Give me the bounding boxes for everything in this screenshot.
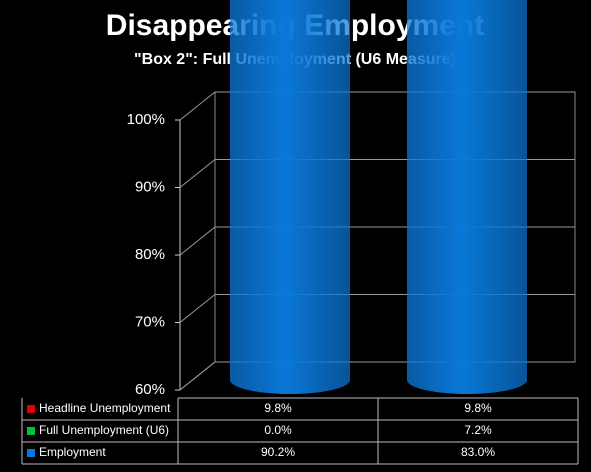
table-value: 0.0% <box>264 423 292 437</box>
bar <box>407 0 527 394</box>
table-value: 9.8% <box>264 401 292 415</box>
y-tick-label: 100% <box>127 111 165 128</box>
table-value: 7.2% <box>464 423 492 437</box>
table-value: 90.2% <box>261 445 295 459</box>
legend-marker <box>27 449 35 457</box>
bar <box>230 0 350 394</box>
table-frame <box>21 397 579 465</box>
table-value: 83.0% <box>461 445 495 459</box>
y-tick-label: 80% <box>135 246 165 263</box>
table-value: 9.8% <box>464 401 492 415</box>
y-tick-label: 70% <box>135 313 165 330</box>
y-tick-label: 60% <box>135 381 165 398</box>
legend-label: Headline Unemployment <box>39 401 171 415</box>
legend-marker <box>27 405 35 413</box>
y-tick-label: 90% <box>135 178 165 195</box>
legend-marker <box>27 427 35 435</box>
legend-label: Full Unemployment (U6) <box>39 423 169 437</box>
legend-label: Employment <box>39 445 106 459</box>
